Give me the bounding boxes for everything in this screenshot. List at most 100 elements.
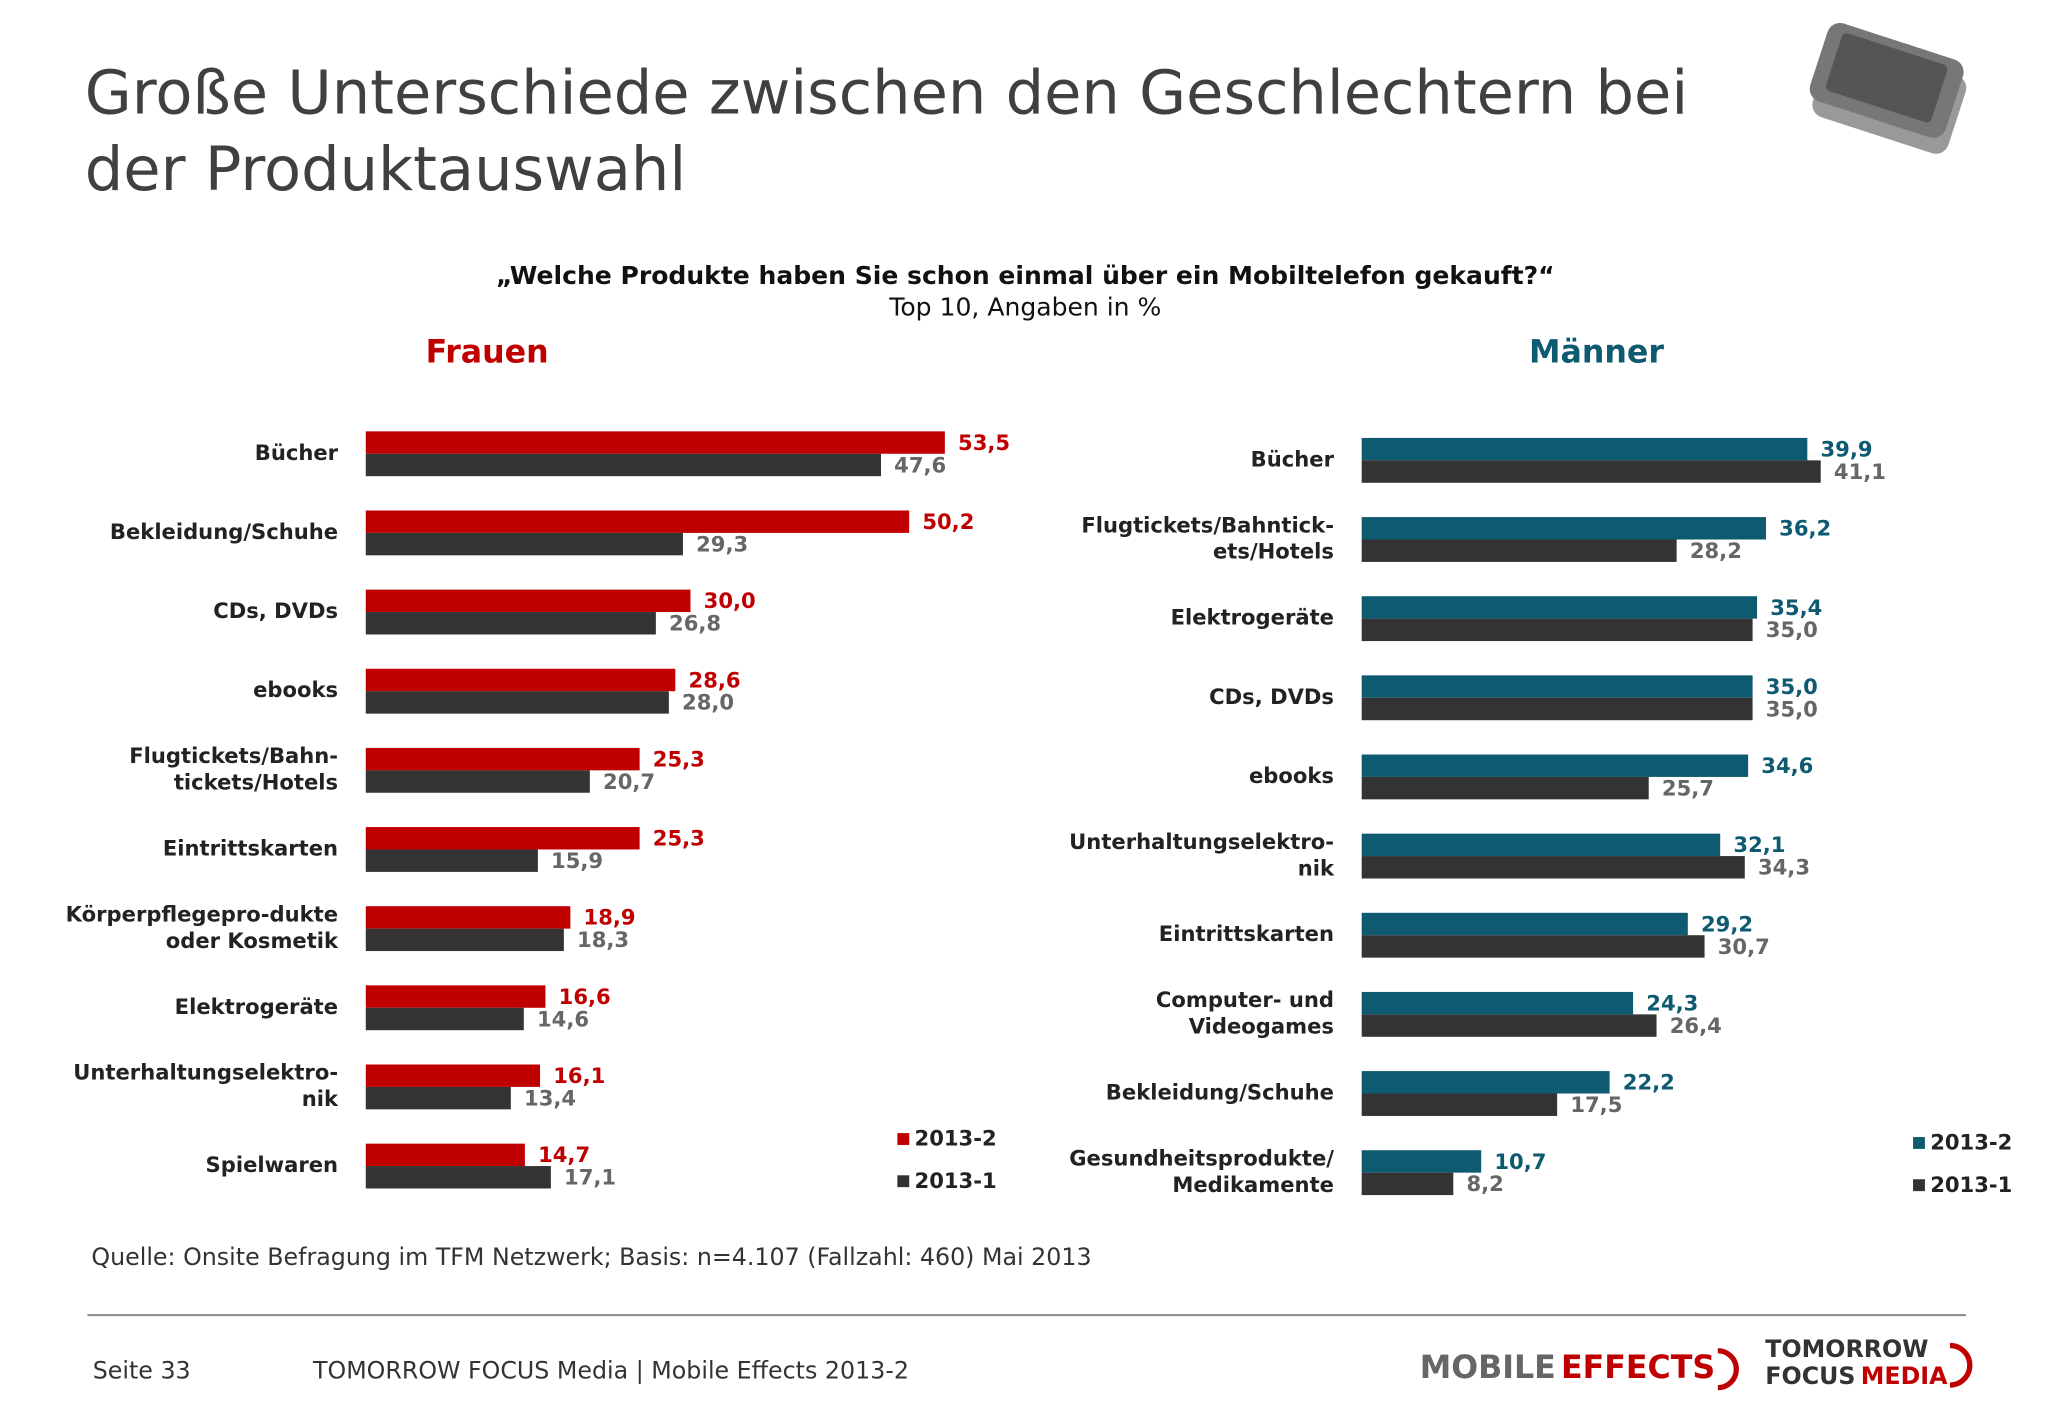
category-label: Elektrogeräte [1171,605,1334,630]
bar [1361,517,1766,540]
bar [365,747,640,771]
logo-part: EFFECTS [1561,1350,1715,1386]
legend-swatch [1913,1179,1925,1192]
bar [1361,618,1753,642]
bar [1361,991,1634,1015]
logo-arc [1717,1348,1739,1391]
value-label: 35,0 [1766,696,1818,721]
category-label: Flugtickets/Bahn-tickets/Hotels [129,743,338,794]
value-label: 39,9 [1821,436,1873,461]
category-label: Spielwaren [206,1152,339,1177]
logo-arc [1949,1342,1973,1388]
logo-part: FOCUS [1765,1362,1855,1390]
value-label: 47,6 [894,452,946,477]
subtitle: Top 10, Angaben in % [888,293,1161,322]
value-label: 18,3 [577,927,629,952]
bar [365,1064,541,1087]
bar [365,532,683,556]
legend-swatch [897,1175,910,1188]
value-label: 28,6 [689,667,741,692]
question: „Welche Produkte haben Sie schon einmal … [496,261,1555,290]
bar [365,668,676,692]
value-label: 25,7 [1662,775,1714,800]
value-label: 35,4 [1770,595,1822,620]
value-label: 32,1 [1733,832,1785,857]
bar [365,589,691,613]
value-label: 16,6 [559,984,611,1009]
value-label: 16,1 [553,1063,605,1088]
bar [1361,754,1749,777]
bar [365,849,538,872]
bar [365,1143,525,1167]
value-label: 53,5 [958,430,1010,455]
bar [365,827,640,850]
legend-label: 2013-2 [915,1126,997,1151]
bar [1361,912,1688,936]
value-label: 25,3 [653,746,705,771]
logo: FOCUS MEDIA [1765,1362,1948,1390]
category-label: Bücher [255,440,339,465]
page-number: Seite 33 [93,1356,191,1384]
value-label: 28,0 [682,690,734,715]
bar [365,928,564,952]
bar [365,1086,511,1110]
category-label: CDs, DVDs [1209,684,1334,709]
bar [365,612,656,635]
category-label: Bücher [1251,446,1335,471]
value-label: 13,4 [524,1085,576,1110]
category-label: Computer- und Videogames [1156,987,1334,1038]
bar [365,1007,524,1031]
legend-swatch [897,1133,910,1145]
bar [1361,1172,1454,1196]
value-label: 35,0 [1766,617,1818,642]
category-label: Elektrogeräte [175,994,338,1019]
value-label: 29,2 [1701,911,1753,936]
page-title: Große Unterschiede zwischen den Geschlec… [85,58,1688,205]
value-label: 14,7 [538,1142,590,1167]
category-label: Eintrittskarten [1159,921,1334,946]
bar [1361,1071,1610,1094]
legend-label: 2013-1 [1930,1172,2012,1197]
category-label: Unterhaltungselektro-nik [1069,829,1335,880]
value-label: 26,4 [1670,1013,1722,1038]
category-label: Körperpflegepro-dukte oder Kosmetik [66,901,339,952]
value-label: 17,1 [564,1165,616,1190]
bar [365,770,590,793]
bar [1361,833,1721,857]
value-label: 18,9 [584,905,636,930]
category-label: Flugtickets/Bahntick-ets/Hotels [1081,512,1334,563]
logo: MOBILE EFFECTS [1420,1350,1715,1386]
value-label: 26,8 [669,611,721,636]
value-label: 14,6 [537,1006,589,1031]
value-label: 28,2 [1690,538,1742,563]
bar [1361,539,1677,562]
phone-icon [1809,22,1967,154]
category-label: Unterhaltungselektro-nik [73,1060,339,1111]
logo-part: MEDIA [1861,1362,1948,1390]
bar [1361,935,1705,958]
value-label: 35,0 [1766,674,1818,699]
value-label: 29,3 [696,531,748,556]
value-label: 15,9 [551,848,603,873]
bar [365,906,571,929]
bar [1361,596,1758,619]
bar [1361,460,1821,483]
value-label: 22,2 [1623,1070,1675,1095]
category-label: Bekleidung/Schuhe [1106,1080,1334,1105]
value-label: 20,7 [603,769,655,794]
value-label: 41,1 [1834,459,1886,484]
value-label: 30,0 [704,588,756,613]
legend-label: 2013-1 [915,1168,997,1193]
category-label: Gesundheitsprodukte/Medikamente [1069,1145,1334,1196]
category-label: Bekleidung/Schuhe [110,519,338,544]
logo-part: MOBILE [1420,1350,1556,1386]
source: Quelle: Onsite Befragung im TFM Netzwerk… [91,1243,1091,1271]
value-label: 24,3 [1646,990,1698,1015]
value-label: 34,3 [1758,855,1810,880]
bar [365,1166,551,1189]
category-label: Eintrittskarten [163,835,338,860]
value-label: 34,6 [1761,753,1813,778]
legend-label: 2013-2 [1930,1130,2012,1155]
logo: TOMORROW [1765,1335,1928,1363]
